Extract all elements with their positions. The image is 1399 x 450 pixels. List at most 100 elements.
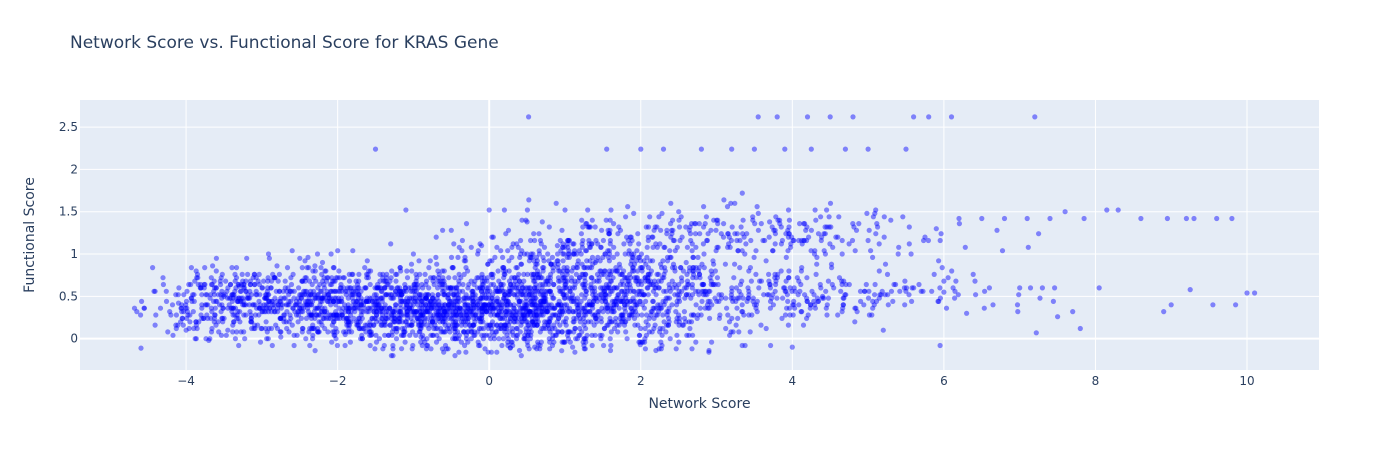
scatter-point bbox=[508, 288, 514, 294]
scatter-point bbox=[684, 332, 690, 338]
scatter-point bbox=[451, 302, 457, 308]
scatter-point bbox=[470, 309, 476, 315]
scatter-point bbox=[843, 292, 849, 298]
scatter-point bbox=[193, 319, 199, 325]
scatter-point bbox=[622, 302, 628, 308]
scatter-point bbox=[545, 322, 551, 328]
scatter-point bbox=[274, 298, 280, 304]
scatter-point bbox=[442, 329, 448, 335]
scatter-point bbox=[418, 339, 424, 345]
scatter-point bbox=[585, 309, 591, 315]
scatter-point bbox=[652, 285, 658, 291]
scatter-point bbox=[676, 312, 682, 318]
scatter-point bbox=[471, 329, 477, 335]
scatter-point bbox=[290, 305, 296, 311]
scatter-point bbox=[195, 275, 201, 281]
scatter-point bbox=[596, 278, 602, 284]
scatter-point bbox=[579, 281, 586, 288]
scatter-point bbox=[700, 281, 706, 288]
scatter-point bbox=[706, 305, 712, 311]
scatter-point bbox=[411, 309, 417, 315]
scatter-point bbox=[600, 285, 606, 291]
scatter-point bbox=[250, 302, 256, 308]
scatter-point bbox=[542, 298, 548, 304]
scatter-point bbox=[552, 332, 559, 338]
scatter-point bbox=[489, 329, 495, 335]
scatter-point bbox=[565, 237, 571, 244]
scatter-point bbox=[585, 224, 591, 230]
scatter-point bbox=[746, 268, 752, 274]
scatter-point bbox=[499, 312, 505, 318]
scatter-point bbox=[540, 312, 546, 318]
scatter-point bbox=[529, 292, 535, 298]
scatter-point bbox=[355, 285, 361, 291]
scatter-point bbox=[201, 315, 207, 321]
scatter-point bbox=[763, 325, 769, 332]
scatter-point bbox=[498, 281, 504, 288]
scatter-point bbox=[628, 312, 635, 318]
scatter-point bbox=[479, 278, 485, 284]
scatter-point bbox=[562, 244, 568, 250]
scatter-point bbox=[642, 278, 648, 284]
scatter-point bbox=[500, 265, 507, 271]
scatter-point bbox=[445, 346, 451, 352]
scatter-point bbox=[667, 336, 673, 342]
scatter-point bbox=[502, 268, 509, 274]
scatter-point bbox=[502, 329, 508, 335]
scatter-point bbox=[394, 271, 400, 277]
scatter-point bbox=[792, 288, 798, 294]
scatter-point bbox=[827, 114, 833, 120]
scatter-point bbox=[897, 288, 903, 294]
scatter-point bbox=[435, 292, 441, 298]
scatter-point bbox=[621, 268, 627, 274]
scatter-point bbox=[500, 288, 506, 294]
scatter-point bbox=[840, 302, 846, 308]
scatter-point bbox=[271, 275, 277, 281]
scatter-point bbox=[186, 325, 192, 332]
scatter-point bbox=[866, 288, 872, 294]
scatter-point bbox=[415, 285, 421, 291]
scatter-point bbox=[804, 298, 810, 304]
scatter-point bbox=[607, 268, 613, 274]
scatter-point bbox=[601, 295, 607, 301]
scatter-point bbox=[821, 231, 827, 237]
scatter-point bbox=[288, 315, 294, 321]
scatter-point bbox=[249, 325, 255, 332]
scatter-point bbox=[212, 285, 218, 291]
scatter-point bbox=[492, 254, 498, 260]
scatter-point bbox=[785, 322, 792, 328]
scatter-point bbox=[139, 298, 145, 304]
scatter-point bbox=[513, 309, 519, 315]
scatter-point bbox=[256, 305, 262, 311]
scatter-point bbox=[880, 327, 886, 333]
scatter-point bbox=[450, 285, 456, 291]
scatter-point bbox=[627, 312, 633, 318]
scatter-point bbox=[482, 288, 488, 294]
scatter-point bbox=[441, 268, 447, 274]
scatter-point bbox=[586, 302, 593, 308]
scatter-point bbox=[696, 292, 702, 298]
scatter-point bbox=[336, 305, 342, 311]
scatter-point bbox=[714, 298, 720, 304]
scatter-point bbox=[639, 288, 645, 294]
scatter-point bbox=[319, 259, 326, 266]
scatter-point bbox=[622, 251, 628, 257]
scatter-point bbox=[390, 319, 396, 325]
scatter-point bbox=[683, 259, 689, 266]
scatter-point bbox=[856, 221, 862, 227]
scatter-point bbox=[131, 305, 138, 311]
scatter-point bbox=[382, 319, 388, 325]
scatter-point bbox=[658, 305, 665, 311]
scatter-point bbox=[669, 278, 675, 284]
scatter-point bbox=[209, 281, 215, 288]
scatter-point bbox=[231, 319, 237, 325]
scatter-point bbox=[152, 322, 158, 328]
scatter-point bbox=[464, 302, 470, 308]
scatter-point bbox=[676, 288, 682, 294]
scatter-point bbox=[468, 302, 474, 308]
scatter-point bbox=[590, 305, 596, 311]
scatter-point bbox=[801, 221, 807, 227]
scatter-point bbox=[346, 315, 352, 321]
scatter-point bbox=[219, 315, 225, 321]
scatter-point bbox=[636, 339, 642, 345]
